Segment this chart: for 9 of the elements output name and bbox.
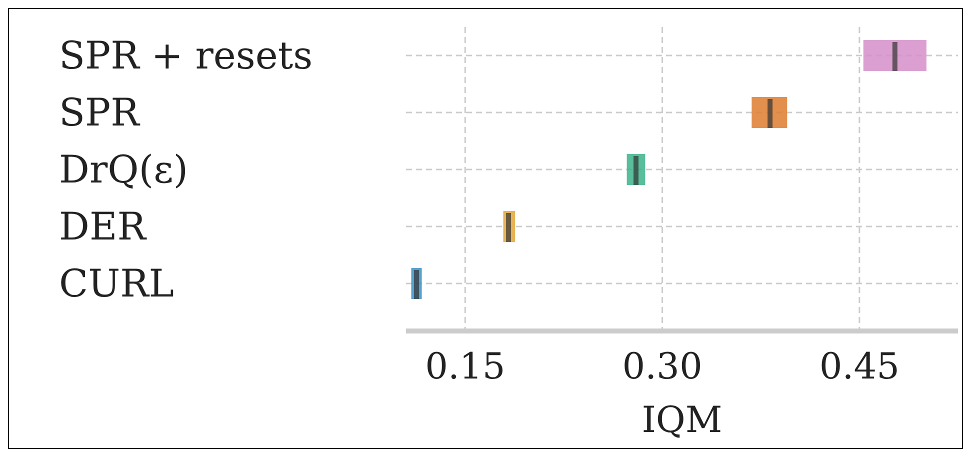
- x-tick-label: 0.30: [622, 346, 702, 388]
- x-axis-title: IQM: [642, 400, 722, 441]
- x-tick-label: 0.15: [425, 346, 506, 388]
- y-tick-label: SPR: [59, 90, 141, 134]
- y-tick-label: SPR + resets: [59, 34, 313, 78]
- y-tick-label: CURL: [59, 262, 174, 306]
- y-tick-label: DER: [59, 204, 148, 248]
- x-tick-label: 0.45: [819, 346, 900, 388]
- y-tick-label: DrQ(ε): [59, 148, 188, 192]
